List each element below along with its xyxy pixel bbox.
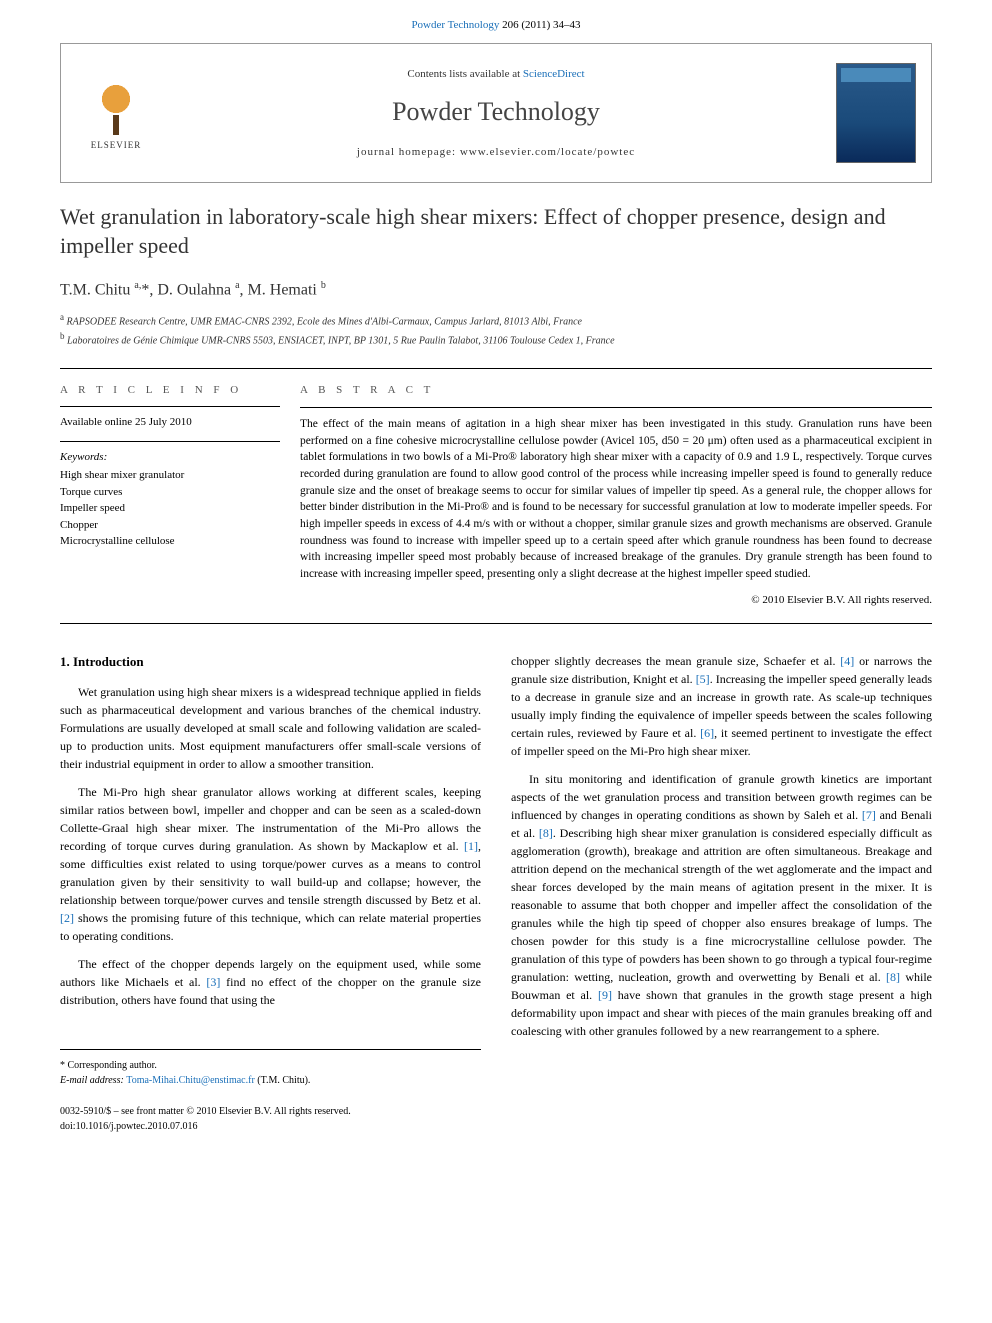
keyword: Impeller speed [60,500,280,517]
available-online: Available online 25 July 2010 [60,415,280,430]
section-heading: 1. Introduction [60,652,481,672]
ref-link[interactable]: [6] [700,726,714,740]
keyword: Microcrystalline cellulose [60,533,280,550]
ref-link[interactable]: [4] [840,654,854,668]
body-paragraph: Wet granulation using high shear mixers … [60,683,481,773]
body-paragraph: The Mi-Pro high shear granulator allows … [60,783,481,945]
body-paragraph: In situ monitoring and identification of… [511,770,932,1040]
elsevier-logo: ELSEVIER [76,68,156,158]
email-suffix: (T.M. Chitu). [255,1075,311,1086]
sciencedirect-link[interactable]: ScienceDirect [523,68,585,80]
front-matter-line: 0032-5910/$ – see front matter © 2010 El… [60,1104,481,1119]
abstract-copyright: © 2010 Elsevier B.V. All rights reserved… [300,593,932,609]
body-paragraph: chopper slightly decreases the mean gran… [511,652,932,760]
authors: T.M. Chitu a,*, D. Oulahna a, M. Hemati … [60,279,932,302]
doi-line: doi:10.1016/j.powtec.2010.07.016 [60,1119,481,1134]
elsevier-tree-icon [86,75,146,135]
meta-abstract-row: A R T I C L E I N F O Available online 2… [60,368,932,624]
body-columns: 1. Introduction Wet granulation using hi… [60,652,932,1135]
keyword: Chopper [60,517,280,534]
ref-link[interactable]: [5] [696,672,710,686]
corresponding-author: * Corresponding author. [60,1058,481,1073]
body-col-right: chopper slightly decreases the mean gran… [511,652,932,1135]
abstract-col: A B S T R A C T The effect of the main m… [300,369,932,623]
journal-cover-cell [821,44,931,182]
article-title: Wet granulation in laboratory-scale high… [60,203,932,260]
corresponding-author-block: * Corresponding author. E-mail address: … [60,1049,481,1088]
publisher-logo-cell: ELSEVIER [61,44,171,182]
ref-link[interactable]: [8] [886,970,900,984]
keyword: Torque curves [60,484,280,501]
ref-link[interactable]: [8] [539,826,553,840]
contents-prefix: Contents lists available at [407,68,522,80]
abstract-heading: A B S T R A C T [300,383,932,399]
journal-name: Powder Technology [392,94,600,130]
keyword: High shear mixer granulator [60,467,280,484]
meta-rule-2 [60,441,280,442]
body-col-left: 1. Introduction Wet granulation using hi… [60,652,481,1135]
top-citation-text: 206 (2011) 34–43 [502,19,580,31]
top-journal-link[interactable]: Powder Technology [411,19,499,31]
article-content: Wet granulation in laboratory-scale high… [0,203,992,1174]
ref-link[interactable]: [3] [206,975,220,989]
affiliations: a RAPSODEE Research Centre, UMR EMAC-CNR… [60,311,932,348]
homepage-url: www.elsevier.com/locate/powtec [460,146,635,158]
keywords-label: Keywords: [60,450,280,465]
journal-header: ELSEVIER Contents lists available at Sci… [60,43,932,183]
contents-line: Contents lists available at ScienceDirec… [407,67,584,82]
ref-link[interactable]: [9] [598,988,612,1002]
journal-cover-icon [836,63,916,163]
abstract-rule [300,407,932,408]
article-info-heading: A R T I C L E I N F O [60,383,280,398]
elsevier-label: ELSEVIER [91,139,142,152]
ref-link[interactable]: [2] [60,911,74,925]
ref-link[interactable]: [7] [862,808,876,822]
affiliation: a RAPSODEE Research Centre, UMR EMAC-CNR… [60,311,932,329]
journal-homepage: journal homepage: www.elsevier.com/locat… [357,145,635,160]
ref-link[interactable]: [1] [464,839,478,853]
email-link[interactable]: Toma-Mihai.Chitu@enstimac.fr [126,1075,254,1086]
homepage-prefix: journal homepage: [357,146,460,158]
top-citation: Powder Technology 206 (2011) 34–43 [0,0,992,43]
doi-label: doi: [60,1121,76,1132]
keywords-list: High shear mixer granulatorTorque curves… [60,467,280,550]
email-label: E-mail address: [60,1075,126,1086]
meta-rule-1 [60,406,280,407]
affiliation: b Laboratoires de Génie Chimique UMR-CNR… [60,330,932,348]
abstract-text: The effect of the main means of agitatio… [300,416,932,583]
email-line: E-mail address: Toma-Mihai.Chitu@enstima… [60,1073,481,1088]
article-info-col: A R T I C L E I N F O Available online 2… [60,369,300,623]
body-paragraph: The effect of the chopper depends largel… [60,955,481,1009]
front-matter: 0032-5910/$ – see front matter © 2010 El… [60,1104,481,1134]
header-center: Contents lists available at ScienceDirec… [171,44,821,182]
doi-link[interactable]: 10.1016/j.powtec.2010.07.016 [76,1121,198,1132]
